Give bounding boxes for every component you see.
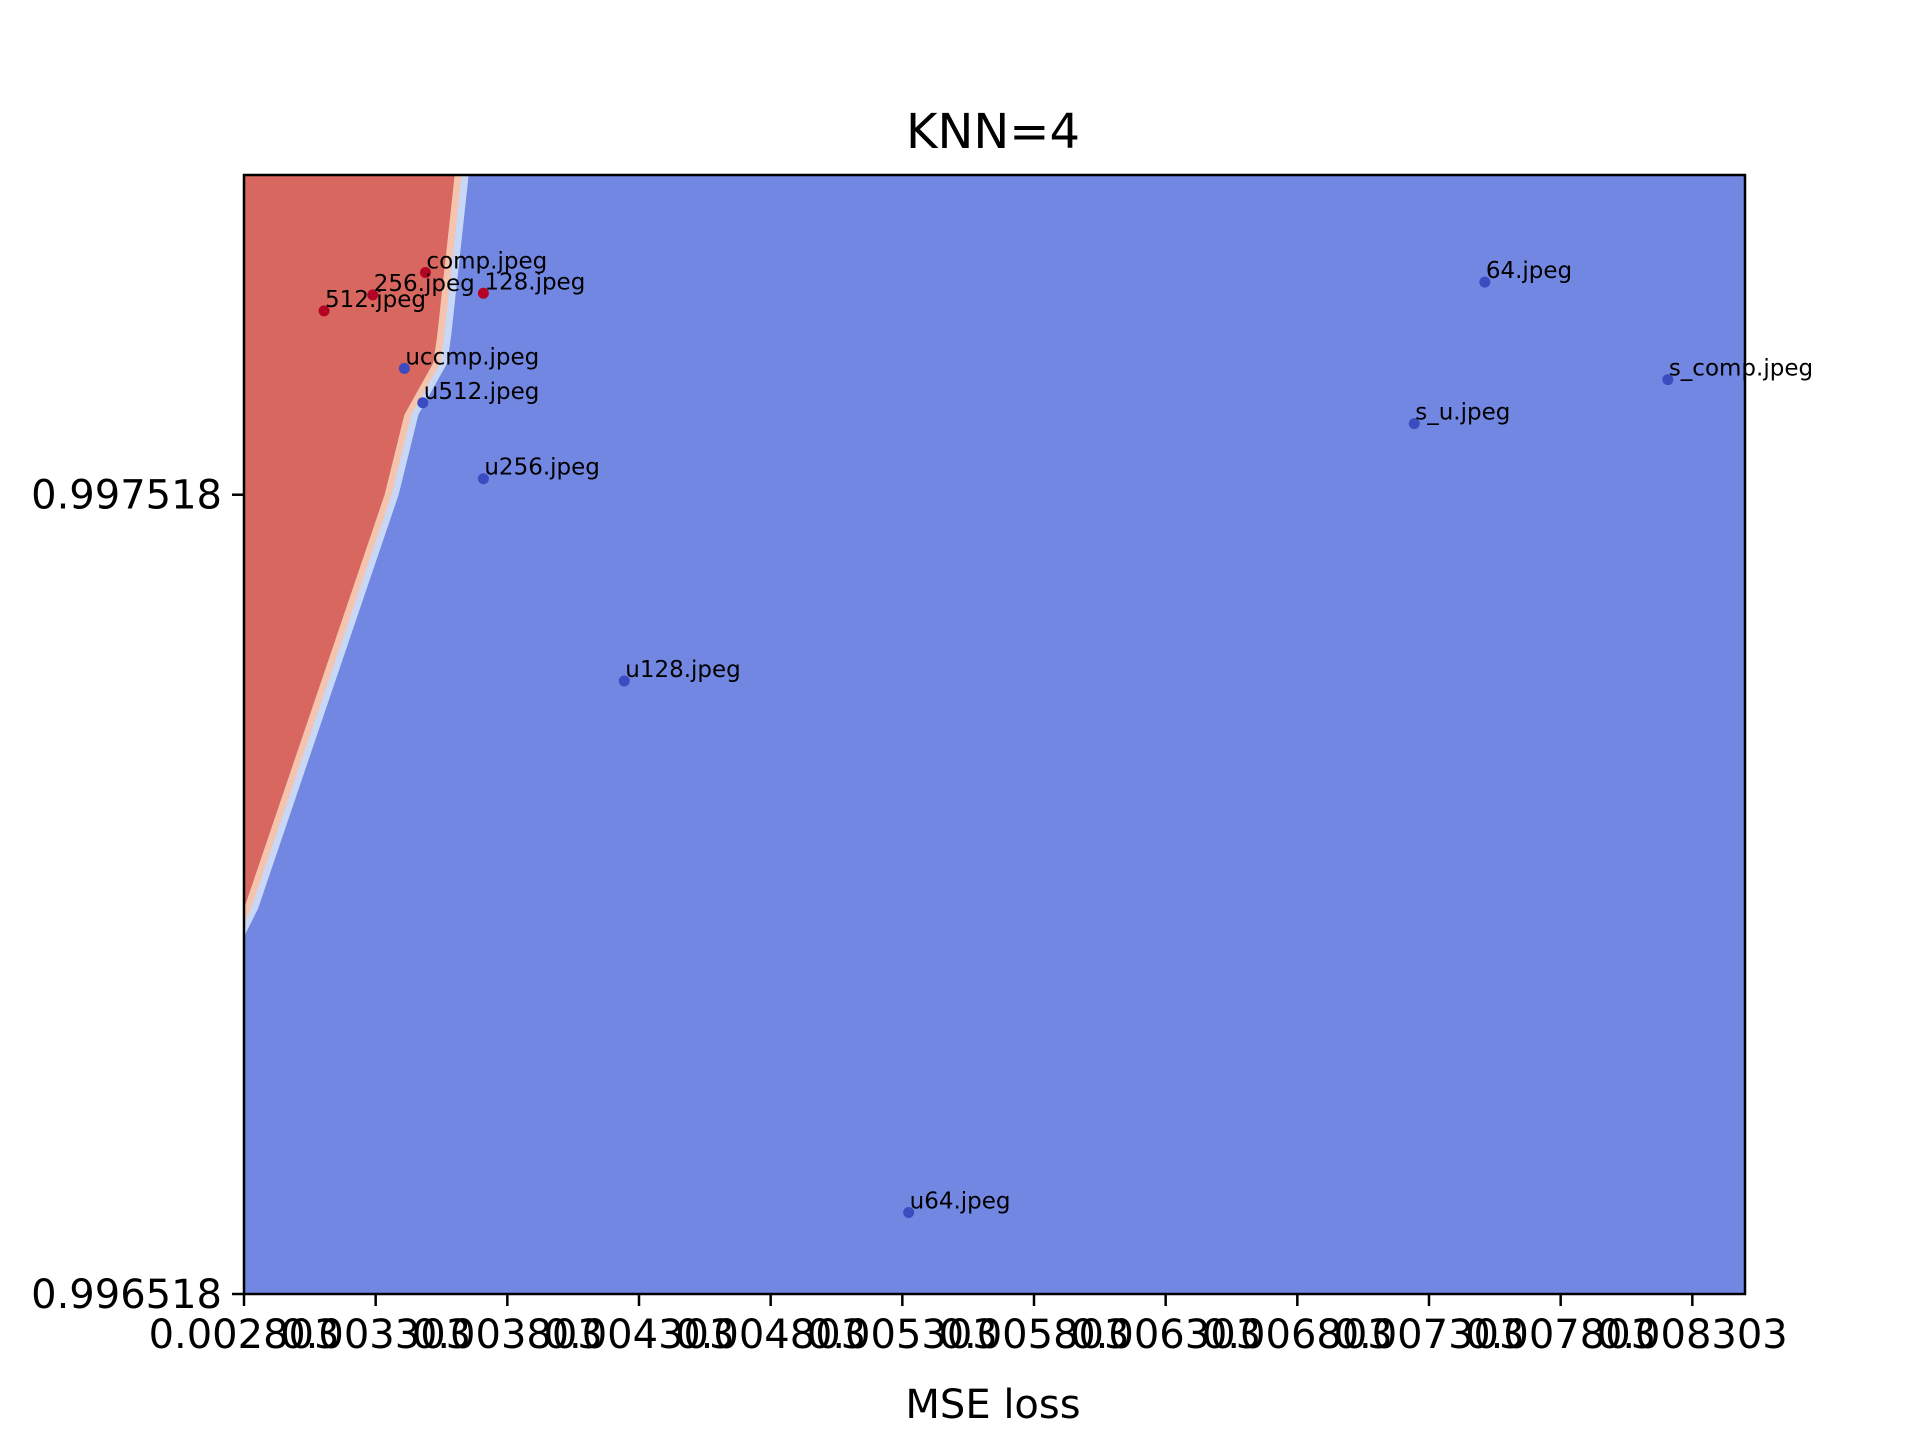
data-point: [398, 362, 410, 374]
x-axis-label: MSE loss: [905, 1382, 1080, 1428]
data-point-label: s_comp.jpeg: [1669, 356, 1813, 382]
data-point: [367, 289, 379, 301]
x-tick-label: 0.007303: [1334, 1312, 1525, 1358]
x-tick-label: 0.004803: [675, 1312, 866, 1358]
data-point-label: uccmp.jpeg: [405, 344, 539, 370]
x-tick-label: 0.008303: [1597, 1312, 1788, 1358]
data-point: [903, 1206, 915, 1218]
x-tick-label: 0.003803: [412, 1312, 603, 1358]
x-tick-label: 0.002803: [149, 1312, 340, 1358]
data-point: [417, 397, 429, 409]
data-point-label: 128.jpeg: [484, 269, 585, 295]
data-point: [1408, 418, 1420, 430]
x-tick-label: 0.005803: [939, 1312, 1130, 1358]
data-point: [477, 473, 489, 485]
data-point-label: 256.jpeg: [374, 271, 475, 297]
data-point: [419, 267, 431, 279]
x-tick-label: 0.007803: [1465, 1312, 1656, 1358]
x-tick-label: 0.006303: [1070, 1312, 1261, 1358]
decision-region-red: [244, 175, 455, 909]
x-tick-label: 0.004303: [544, 1312, 735, 1358]
data-point: [318, 305, 330, 317]
plot-area: [244, 175, 1745, 1294]
data-point-label: comp.jpeg: [426, 249, 547, 275]
data-point: [1479, 276, 1491, 288]
data-point-label: u128.jpeg: [625, 657, 741, 683]
axes: 0.0028030.0033030.0038030.0043030.004803…: [31, 173, 1788, 1358]
x-tick-label: 0.006803: [1202, 1312, 1393, 1358]
data-point: [477, 287, 489, 299]
data-point-label: u512.jpeg: [424, 379, 540, 405]
x-tick-label: 0.005303: [807, 1312, 998, 1358]
data-point-label: u64.jpeg: [910, 1188, 1011, 1214]
data-point-label: 512.jpeg: [325, 287, 426, 313]
y-tick-label: 0.996518: [31, 1272, 222, 1318]
data-point-label: 64.jpeg: [1486, 258, 1572, 284]
y-tick-label: 0.997518: [31, 473, 222, 519]
chart-title: KNN=4: [906, 104, 1080, 160]
decision-region-blue: [244, 175, 1745, 1294]
data-point: [618, 675, 630, 687]
data-point: [1662, 374, 1674, 386]
plot-frame: [242, 173, 1747, 1296]
data-point-label: u256.jpeg: [484, 455, 600, 481]
x-tick-label: 0.003303: [280, 1312, 471, 1358]
data-point-label: s_u.jpeg: [1415, 400, 1510, 426]
